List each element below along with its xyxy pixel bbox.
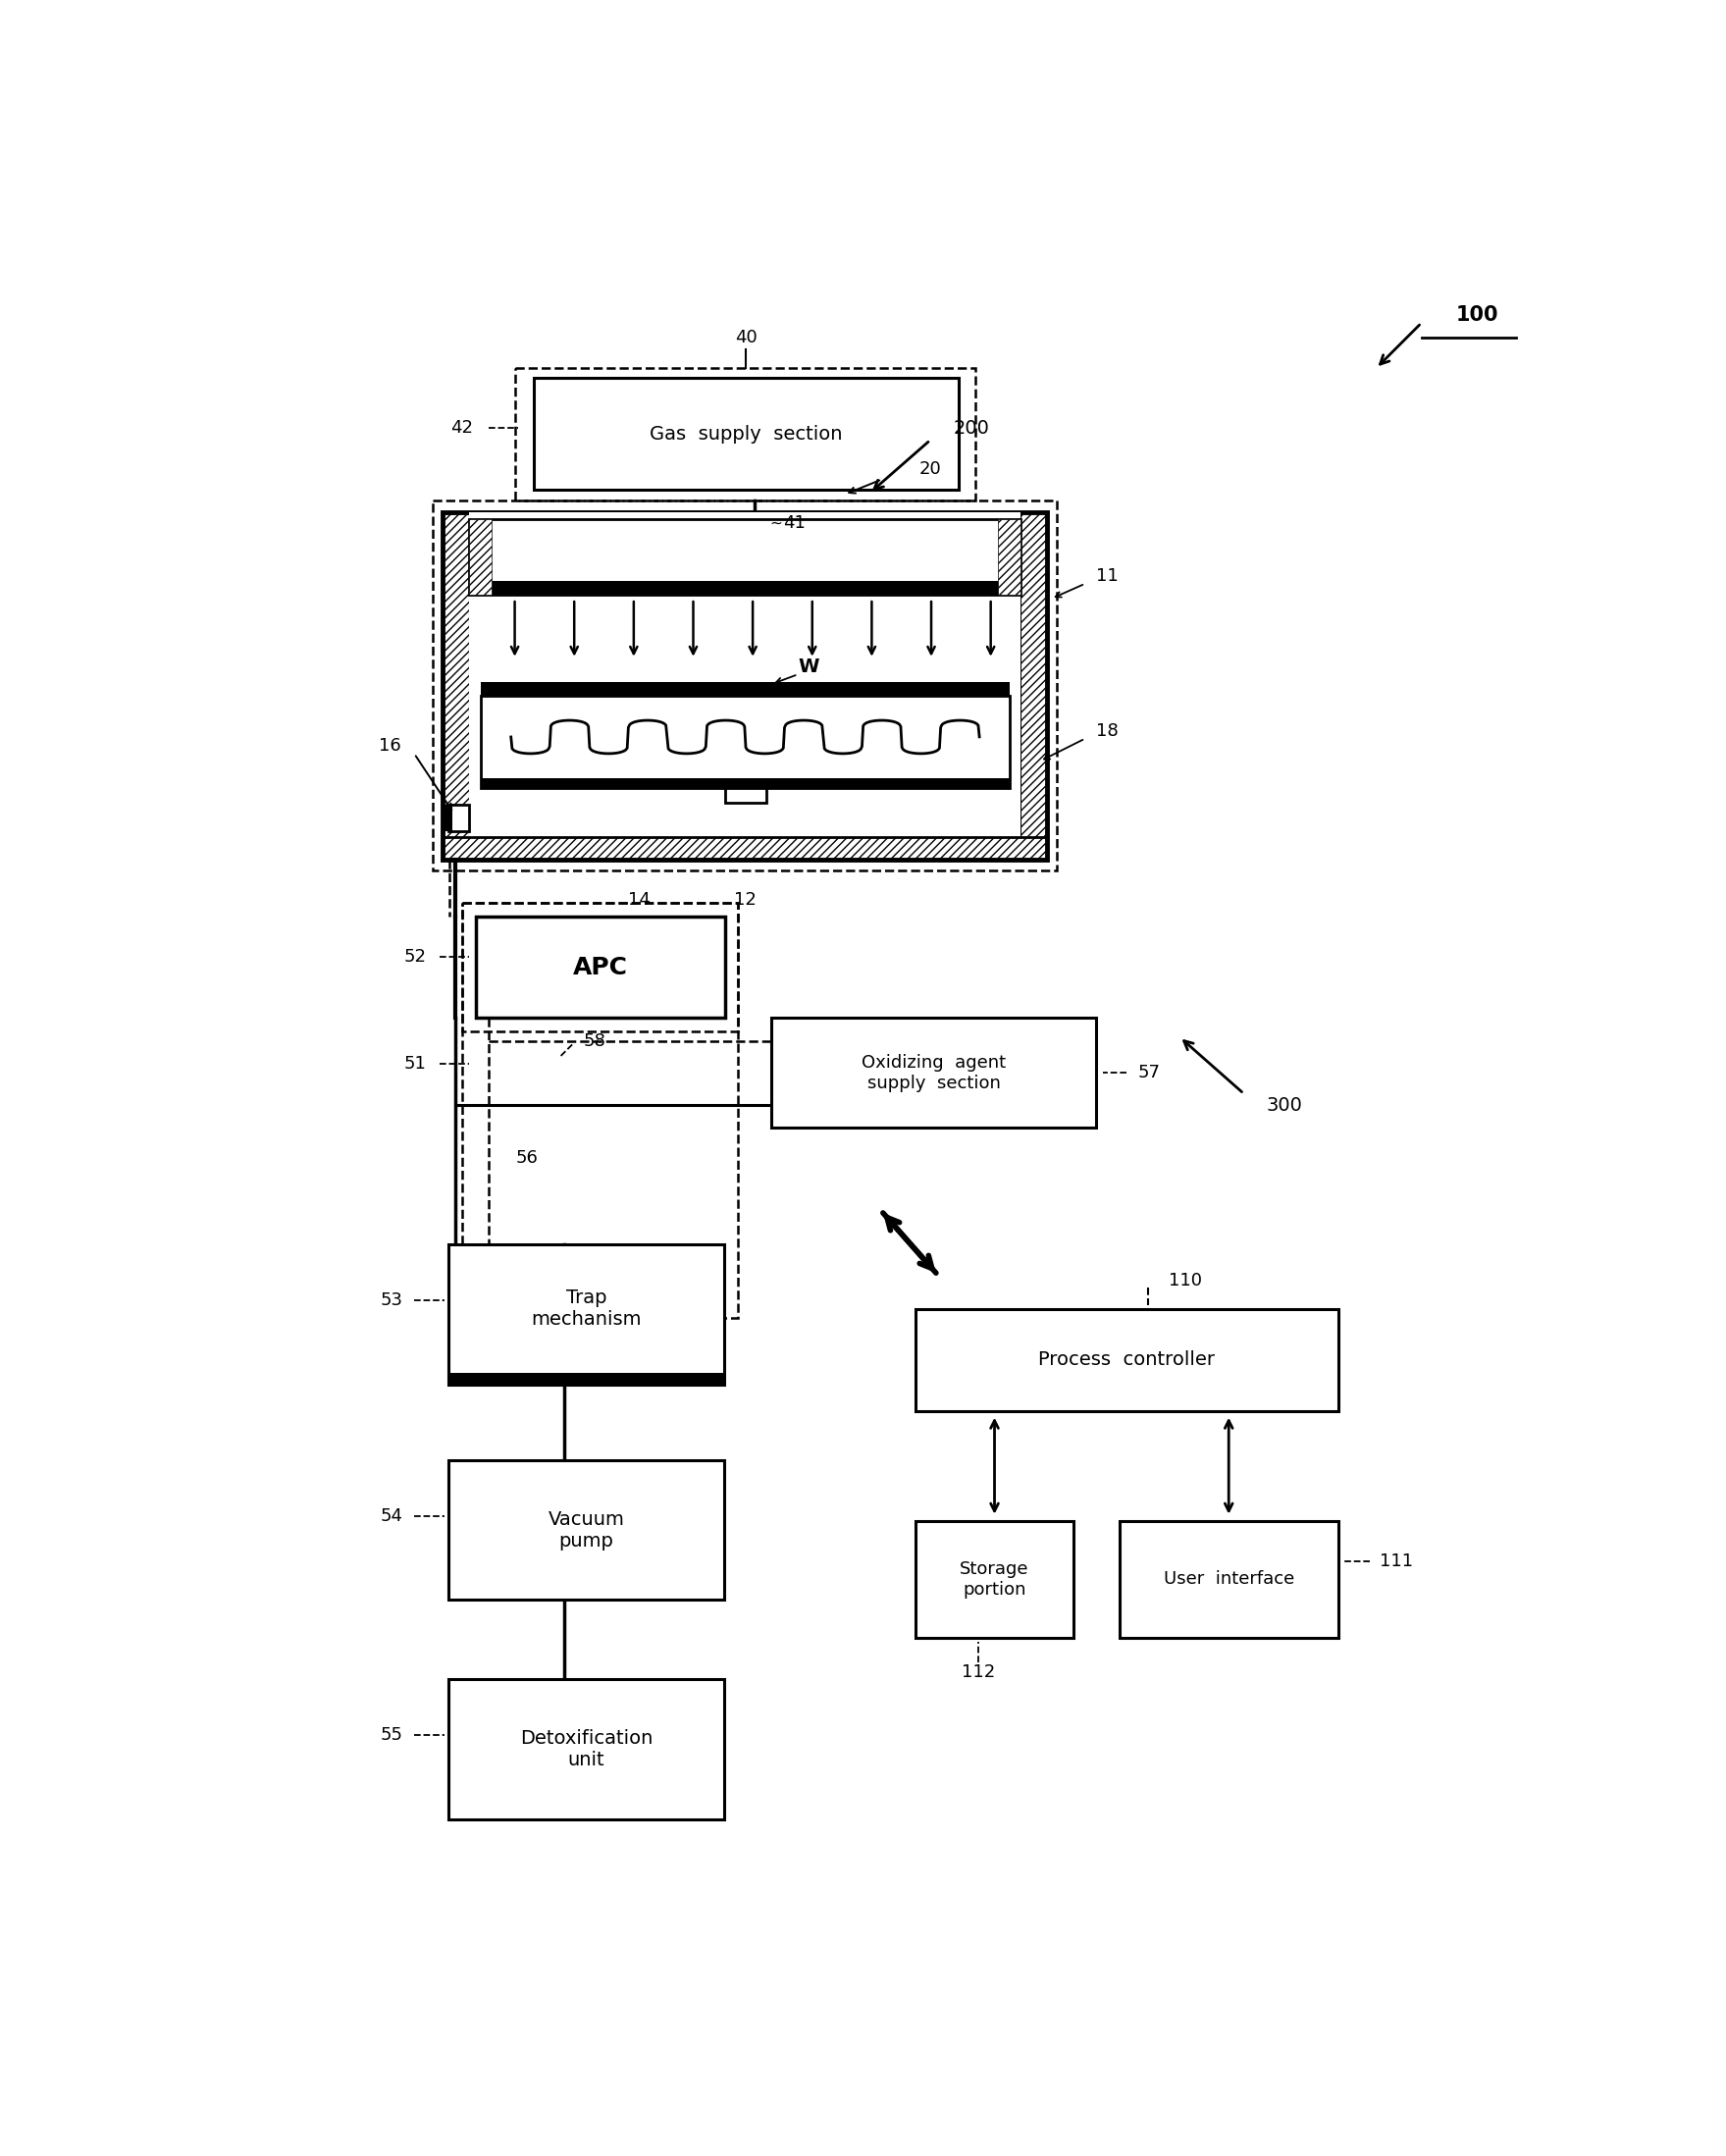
Text: ~: ~ — [770, 515, 782, 530]
Bar — [482, 778, 1010, 787]
Text: Detoxification
unit: Detoxification unit — [520, 1729, 652, 1770]
Text: 110: 110 — [1169, 1272, 1203, 1289]
Bar — [444, 837, 1048, 860]
Bar — [475, 916, 725, 1018]
Bar — [444, 511, 1048, 860]
Bar — [1118, 1520, 1338, 1639]
Bar — [469, 520, 1022, 595]
Bar — [449, 1680, 723, 1820]
Text: 11: 11 — [1096, 567, 1118, 584]
Bar — [482, 681, 1010, 696]
Text: APC: APC — [573, 955, 628, 979]
Bar — [449, 804, 469, 830]
Text: 16: 16 — [380, 737, 402, 755]
Bar — [449, 1244, 723, 1384]
Text: 41: 41 — [784, 515, 806, 533]
Bar — [915, 1520, 1074, 1639]
Bar — [449, 1373, 723, 1384]
Text: 112: 112 — [961, 1662, 996, 1680]
Bar — [1022, 511, 1048, 860]
Text: Vacuum
pump: Vacuum pump — [547, 1509, 625, 1550]
Bar — [469, 582, 1022, 595]
Bar — [998, 520, 1022, 595]
Text: 57: 57 — [1137, 1065, 1160, 1082]
Text: Storage
portion: Storage portion — [960, 1561, 1029, 1598]
Bar — [444, 804, 452, 830]
Text: 111: 111 — [1379, 1552, 1414, 1570]
Text: 300: 300 — [1267, 1095, 1303, 1115]
Text: 42: 42 — [450, 418, 473, 438]
Bar — [482, 696, 1010, 787]
Text: 20: 20 — [920, 459, 942, 479]
Text: 12: 12 — [734, 890, 756, 908]
Bar — [772, 1018, 1096, 1128]
Text: 52: 52 — [404, 949, 426, 966]
Bar — [463, 903, 739, 1033]
Bar — [444, 837, 1048, 860]
Text: 100: 100 — [1455, 306, 1498, 326]
Text: 18: 18 — [1096, 722, 1118, 740]
Bar — [444, 511, 469, 860]
Text: 200: 200 — [953, 420, 989, 438]
Bar — [463, 903, 739, 1317]
Bar — [915, 1309, 1338, 1410]
Bar — [469, 511, 1022, 837]
Text: Oxidizing  agent
supply  section: Oxidizing agent supply section — [861, 1054, 1006, 1091]
Bar — [449, 1460, 723, 1600]
Text: Gas  supply  section: Gas supply section — [649, 425, 842, 444]
Bar — [725, 787, 766, 802]
Text: 58: 58 — [583, 1033, 606, 1050]
Text: Trap
mechanism: Trap mechanism — [532, 1289, 642, 1328]
Bar — [469, 520, 492, 595]
Text: 53: 53 — [380, 1291, 402, 1309]
Text: 56: 56 — [516, 1149, 539, 1166]
Bar — [514, 369, 975, 500]
Text: W: W — [797, 658, 820, 677]
Text: Process  controller: Process controller — [1039, 1350, 1215, 1369]
Bar — [433, 500, 1056, 871]
Text: 51: 51 — [404, 1054, 426, 1072]
Text: 14: 14 — [628, 890, 651, 908]
Text: 54: 54 — [380, 1507, 402, 1524]
Text: User  interface: User interface — [1163, 1570, 1294, 1589]
Text: 55: 55 — [380, 1727, 402, 1744]
Bar — [533, 377, 958, 489]
Text: 40: 40 — [735, 330, 758, 347]
